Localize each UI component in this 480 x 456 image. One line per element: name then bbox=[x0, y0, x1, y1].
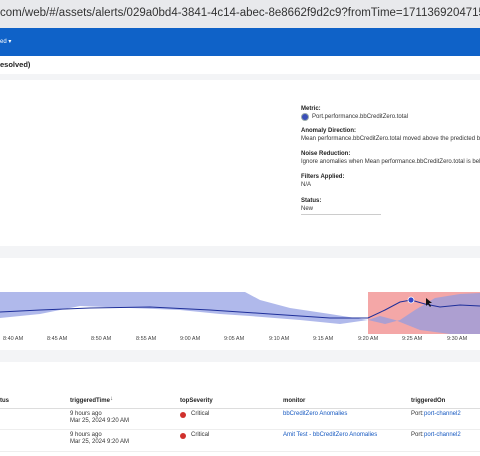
nav-bar bbox=[0, 28, 480, 56]
detail-value: Port.performance.bbCreditZero.total bbox=[312, 114, 409, 120]
nav-menu-text[interactable]: ed bbox=[0, 39, 7, 45]
nav-menu[interactable]: ed ▾ bbox=[0, 39, 12, 45]
anomaly-chart bbox=[0, 292, 480, 334]
triggered-on-link[interactable]: port-channel2 bbox=[424, 432, 461, 438]
divider bbox=[0, 408, 480, 409]
url[interactable]: com/web/#/assets/alerts/029a0bd4-3841-4c… bbox=[0, 7, 480, 19]
relative-time: 9 hours ago bbox=[70, 432, 102, 438]
time-label: 9:20 AM bbox=[358, 336, 379, 342]
metric-line bbox=[0, 299, 480, 319]
sort-icon: ↓ bbox=[110, 396, 113, 402]
time-label: 8:40 AM bbox=[3, 336, 24, 342]
detail-label: Noise Reduction: bbox=[301, 151, 351, 157]
table-panel bbox=[0, 362, 480, 456]
severity: Critical bbox=[191, 411, 210, 417]
metric-icon bbox=[301, 113, 309, 121]
divider bbox=[0, 429, 480, 430]
time-label: 9:10 AM bbox=[269, 336, 290, 342]
anomaly-point[interactable] bbox=[407, 296, 415, 304]
header bbox=[0, 56, 480, 74]
column-header[interactable]: triggeredOn bbox=[411, 398, 446, 404]
time-label: 9:15 AM bbox=[313, 336, 334, 342]
severity-icon bbox=[180, 433, 186, 439]
column-header[interactable]: monitor bbox=[283, 398, 306, 404]
column-header[interactable]: tus bbox=[0, 398, 9, 404]
monitor-link[interactable]: bbCreditZero Anomalies bbox=[283, 411, 348, 417]
time-label: 8:45 AM bbox=[47, 336, 68, 342]
severity-icon bbox=[180, 412, 186, 418]
column-header[interactable]: triggeredTime bbox=[70, 398, 110, 404]
expected-band bbox=[0, 292, 480, 334]
triggered-on-link[interactable]: port-channel2 bbox=[424, 411, 461, 417]
detail-value: N/A bbox=[301, 182, 312, 188]
relative-time: 9 hours ago bbox=[70, 411, 102, 417]
severity: Critical bbox=[191, 432, 210, 438]
time-label: 9:05 AM bbox=[224, 336, 245, 342]
monitor-link[interactable]: Amit Test - bbCreditZero Anomalies bbox=[283, 432, 378, 438]
address-bar bbox=[0, 0, 480, 28]
detail-label: Metric: bbox=[301, 106, 321, 112]
triggered-on-label: Port: bbox=[411, 432, 424, 438]
triggered-on-label: Port: bbox=[411, 411, 424, 417]
detail-label: Filters Applied: bbox=[301, 174, 345, 180]
time-label: 8:50 AM bbox=[91, 336, 112, 342]
column-header[interactable]: topSeverity bbox=[180, 398, 213, 404]
status-underline bbox=[301, 214, 381, 215]
detail-label: Status: bbox=[301, 198, 322, 204]
details-panel bbox=[0, 80, 480, 246]
trigger-time: Mar 25, 2024 9:20 AM bbox=[70, 439, 130, 445]
trigger-time: Mar 25, 2024 9:20 AM bbox=[70, 418, 130, 424]
detail-value: Mean performance.bbCreditZero.total move… bbox=[301, 136, 480, 142]
detail-value: Ignore anomalies when Mean performance.b… bbox=[301, 159, 480, 165]
time-label: 9:25 AM bbox=[402, 336, 423, 342]
page-title: esolved) bbox=[0, 60, 31, 69]
time-label: 9:30 AM bbox=[447, 336, 468, 342]
time-label: 9:00 AM bbox=[180, 336, 201, 342]
cursor bbox=[426, 298, 432, 307]
divider bbox=[0, 451, 480, 452]
time-label: 8:55 AM bbox=[136, 336, 157, 342]
detail-label: Anomaly Direction: bbox=[301, 128, 357, 134]
detail-value: New bbox=[301, 206, 314, 212]
